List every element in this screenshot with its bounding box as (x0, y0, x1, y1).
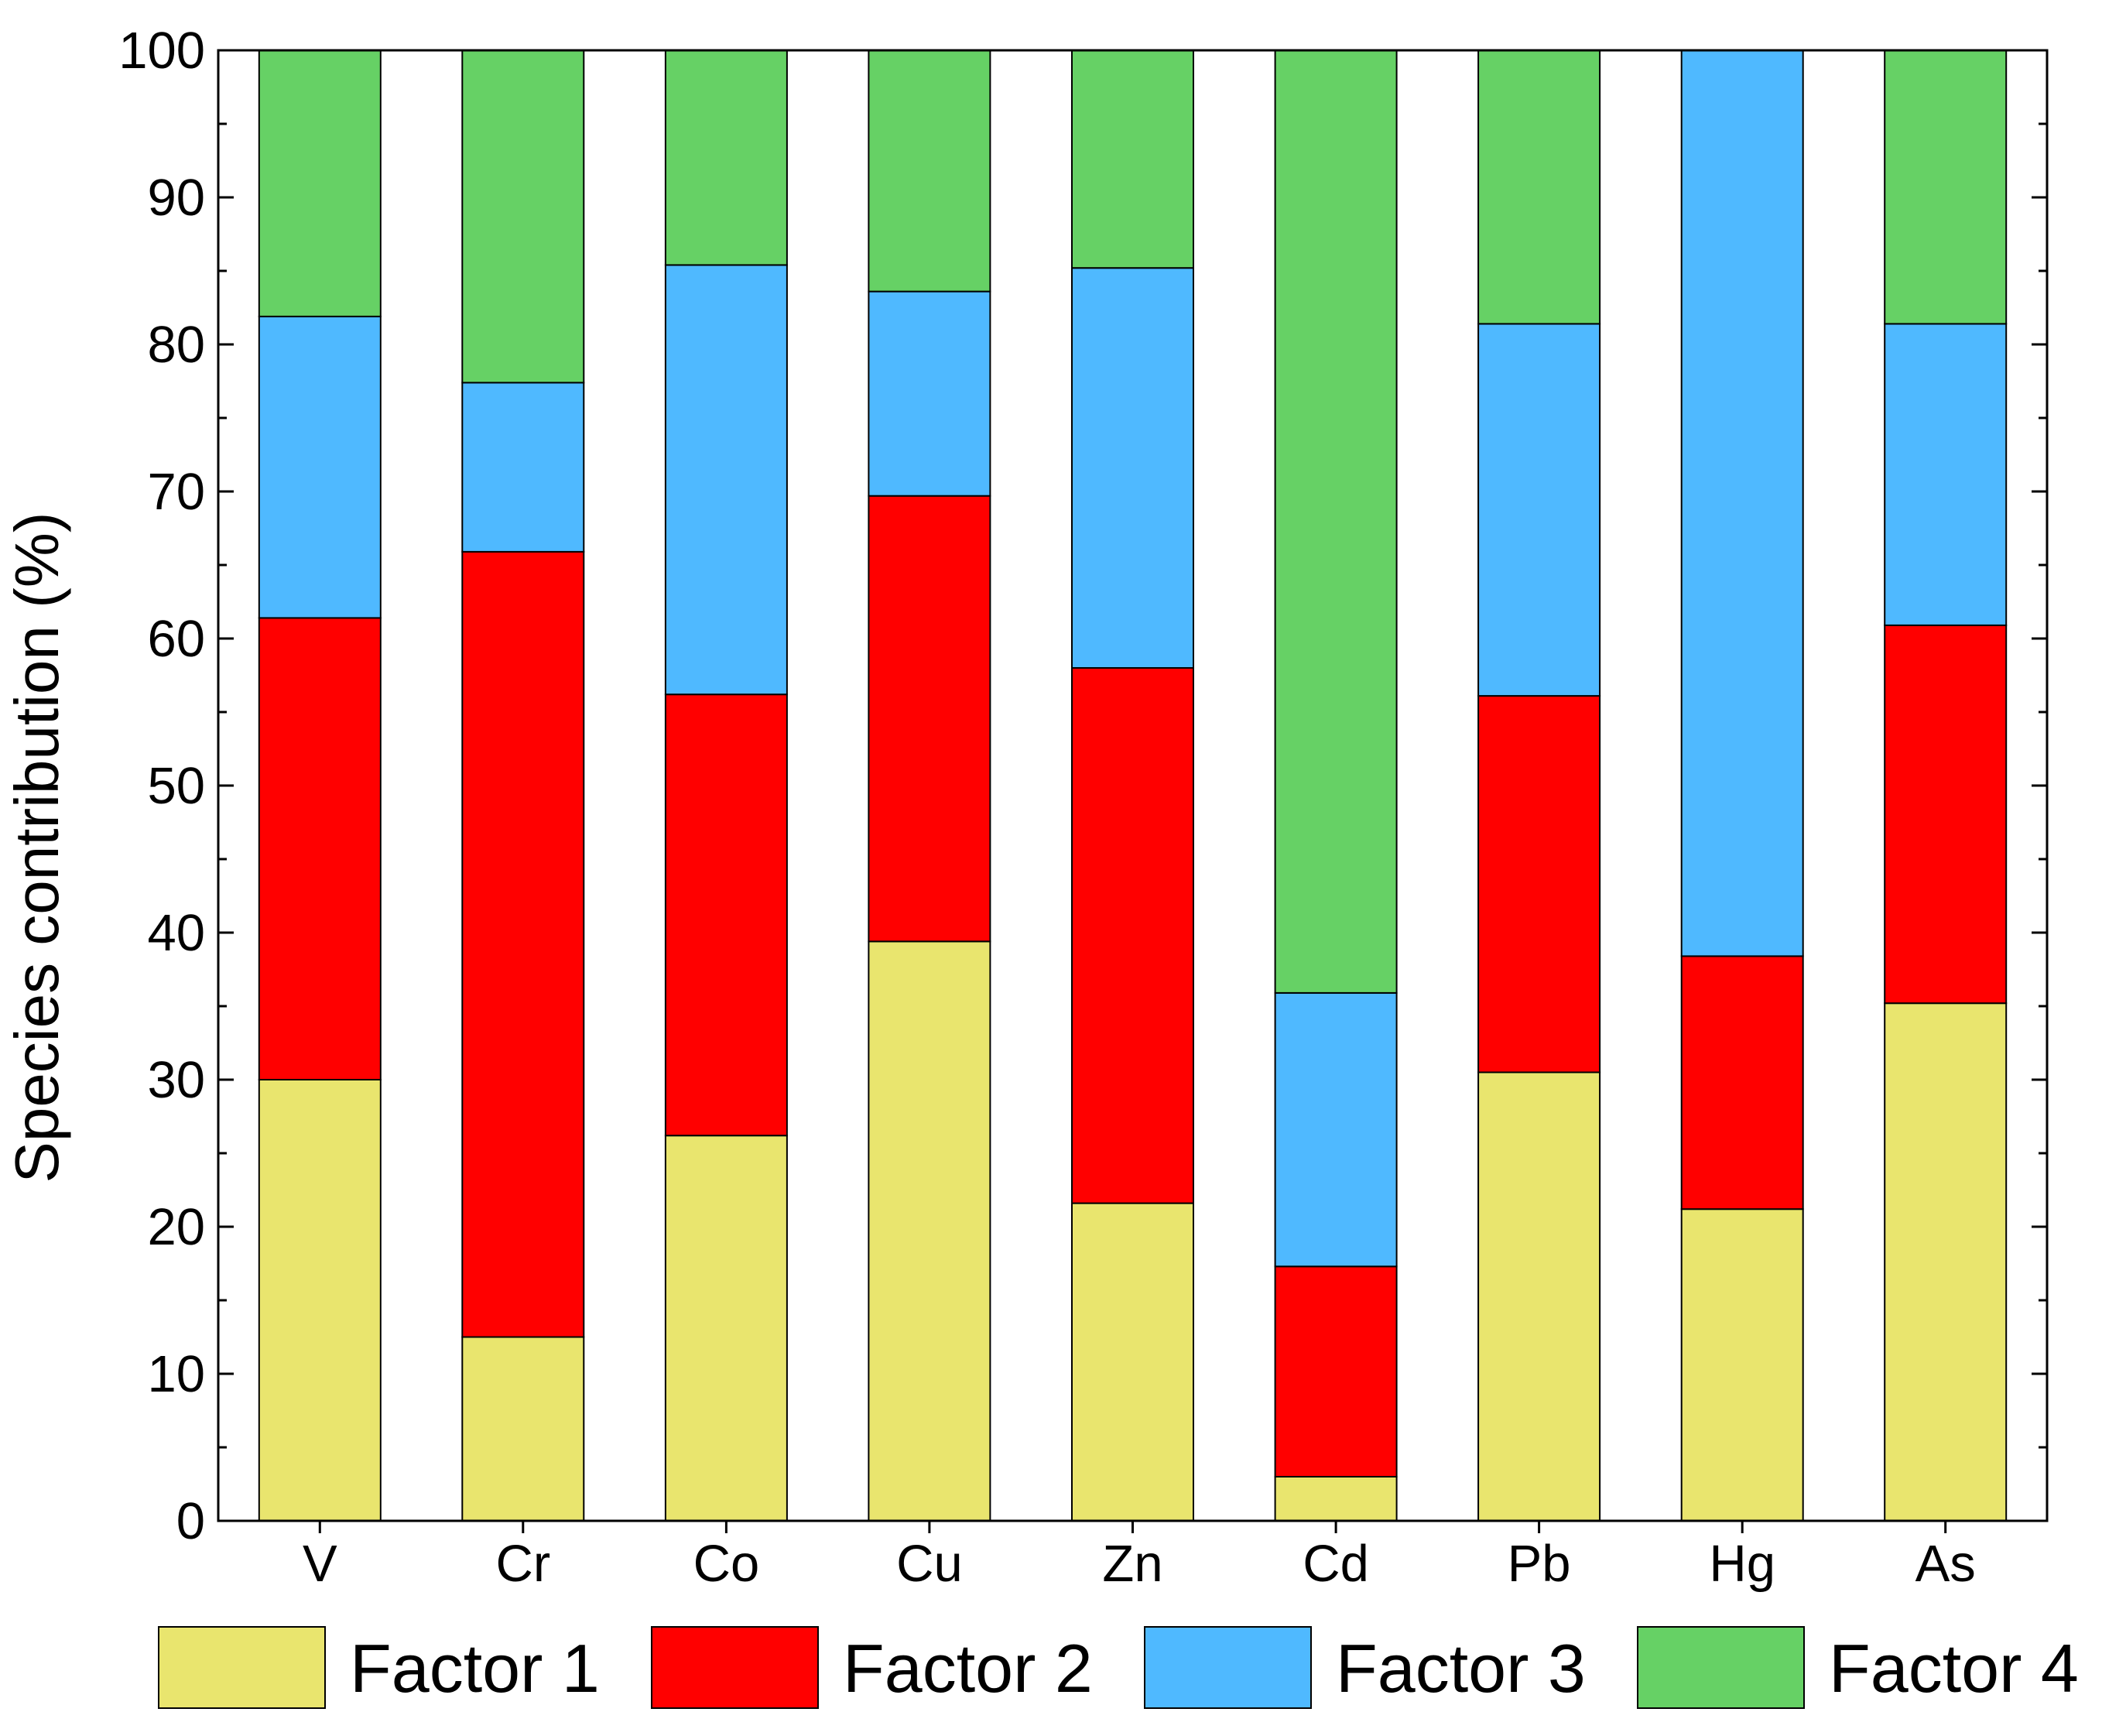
bar-pb-factor-1 (1477, 1071, 1601, 1522)
bar-hg-factor-3 (1680, 50, 1804, 957)
legend-label-factor-2: Factor 2 (843, 1630, 1093, 1707)
y-tick-label-60: 60 (147, 610, 205, 668)
legend-swatch-factor-3 (1144, 1626, 1312, 1709)
bar-cd-factor-2 (1274, 1265, 1398, 1478)
bar-co-factor-3 (664, 264, 788, 696)
bar-co-factor-1 (664, 1135, 788, 1522)
x-tick-label-cd: Cd (1303, 1535, 1369, 1593)
bar-hg-factor-2 (1680, 955, 1804, 1210)
bar-cu-factor-3 (868, 290, 991, 497)
y-axis-title: Species contribution (%) (2, 512, 71, 1183)
x-tick-label-as: As (1915, 1535, 1976, 1593)
bar-v-factor-2 (258, 617, 382, 1080)
legend-item-factor-1: Factor 1 (158, 1626, 600, 1709)
bar-zn-factor-2 (1071, 667, 1194, 1204)
x-tick-label-cr: Cr (495, 1535, 550, 1593)
bar-cu-factor-2 (868, 495, 991, 943)
bar-as-factor-4 (1884, 50, 2008, 325)
bar-co-factor-2 (664, 693, 788, 1137)
y-tick-label-30: 30 (147, 1051, 205, 1109)
bar-cu-factor-4 (868, 50, 991, 293)
bar-as-factor-2 (1884, 624, 2008, 1005)
legend-item-factor-4: Factor 4 (1637, 1626, 2079, 1709)
bar-pb-factor-4 (1477, 50, 1601, 325)
bar-pb-factor-3 (1477, 323, 1601, 697)
legend-item-factor-3: Factor 3 (1144, 1626, 1586, 1709)
bar-as-factor-1 (1884, 1002, 2008, 1522)
legend-swatch-factor-4 (1637, 1626, 1805, 1709)
legend-label-factor-3: Factor 3 (1336, 1630, 1586, 1707)
bar-cr-factor-1 (461, 1336, 585, 1522)
bar-cr-factor-2 (461, 550, 585, 1338)
bar-v-factor-1 (258, 1079, 382, 1522)
legend: Factor 1 Factor 2 Factor 3 Factor 4 (158, 1626, 2079, 1709)
legend-label-factor-1: Factor 1 (350, 1630, 600, 1707)
y-tick-label-100: 100 (118, 22, 205, 80)
bar-zn-factor-3 (1071, 267, 1194, 669)
x-tick-label-pb: Pb (1508, 1535, 1571, 1593)
y-tick-label-90: 90 (147, 169, 205, 227)
y-tick-label-40: 40 (147, 904, 205, 962)
bar-as-factor-3 (1884, 323, 2008, 626)
bar-v-factor-4 (258, 50, 382, 317)
legend-swatch-factor-2 (651, 1626, 819, 1709)
legend-swatch-factor-1 (158, 1626, 326, 1709)
y-tick-label-70: 70 (147, 463, 205, 521)
bar-hg-factor-1 (1680, 1208, 1804, 1522)
bar-cd-factor-3 (1274, 991, 1398, 1268)
bar-cr-factor-3 (461, 382, 585, 553)
bar-zn-factor-4 (1071, 50, 1194, 269)
bar-cr-factor-4 (461, 50, 585, 384)
x-tick-label-cu: Cu (896, 1535, 963, 1593)
x-tick-label-co: Co (693, 1535, 760, 1593)
bar-cd-factor-1 (1274, 1476, 1398, 1522)
x-tick-label-v: V (303, 1535, 337, 1593)
y-tick-label-20: 20 (147, 1198, 205, 1256)
bar-zn-factor-1 (1071, 1202, 1194, 1522)
plot-area (258, 50, 2008, 1522)
legend-item-factor-2: Factor 2 (651, 1626, 1093, 1709)
bar-v-factor-3 (258, 315, 382, 619)
axes: V Cr Co Cu Zn Cd Pb Hg As 0 10 20 30 40 50 60 70 80 90 100 (118, 22, 2049, 1593)
y-tick-label-80: 80 (147, 316, 205, 374)
legend-label-factor-4: Factor 4 (1829, 1630, 2079, 1707)
x-tick-label-zn: Zn (1102, 1535, 1162, 1593)
x-tick-label-hg: Hg (1709, 1535, 1775, 1593)
y-tick-label-0: 0 (176, 1492, 205, 1550)
bar-cu-factor-1 (868, 940, 991, 1522)
bar-co-factor-4 (664, 50, 788, 266)
y-tick-label-10: 10 (147, 1345, 205, 1403)
bar-cd-factor-4 (1274, 50, 1398, 994)
bar-pb-factor-2 (1477, 695, 1601, 1073)
y-tick-label-50: 50 (147, 757, 205, 815)
